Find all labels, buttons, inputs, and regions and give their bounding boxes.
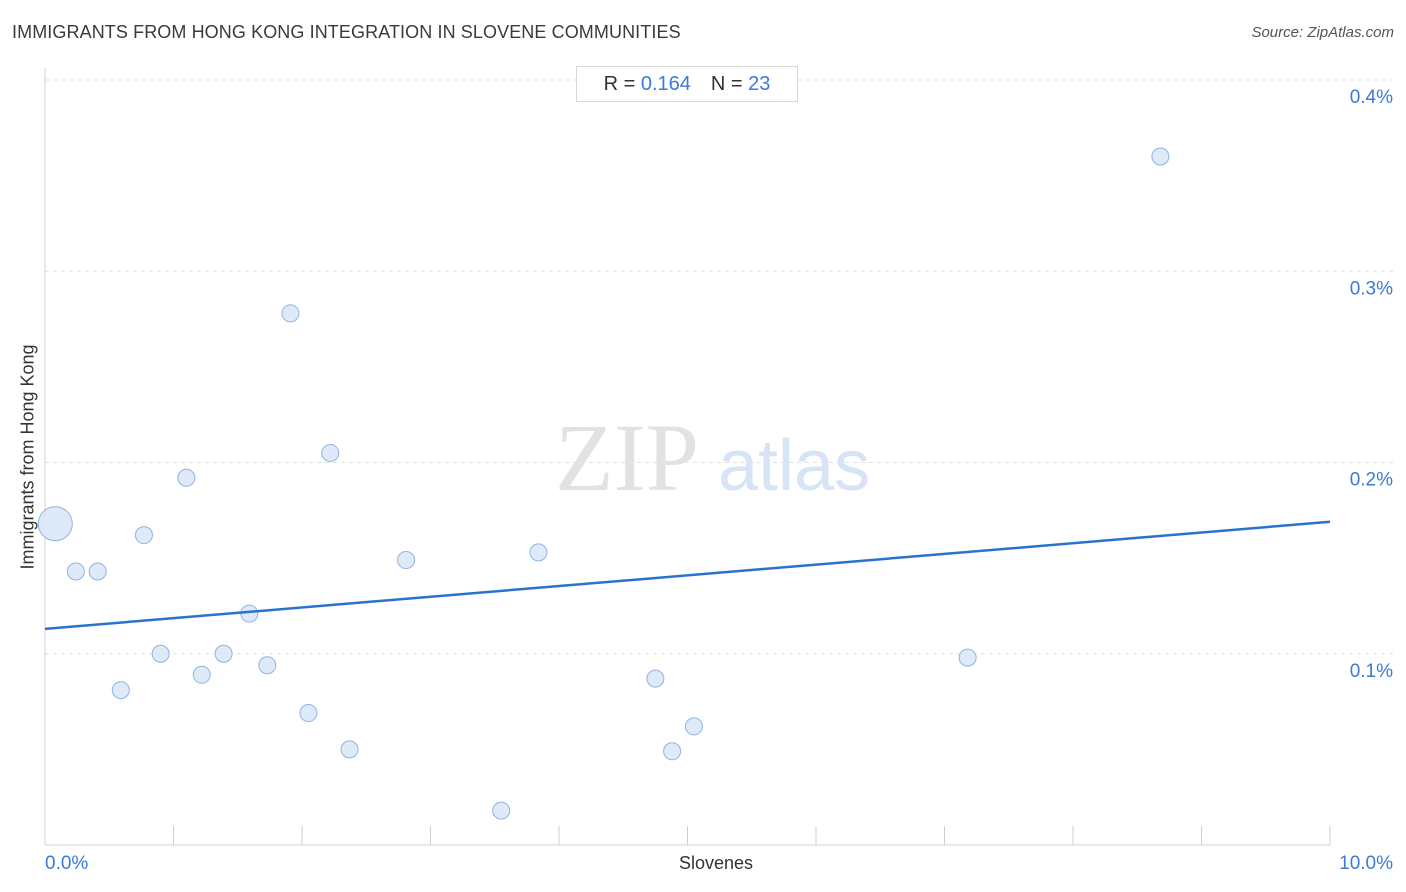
data-point (258, 656, 277, 675)
data-point (958, 648, 977, 667)
y-tick-label: 0.2% (1350, 470, 1393, 491)
y-tick-labels: 0.1% 0.2% 0.3% 0.4% (1350, 87, 1393, 682)
data-point (66, 562, 85, 581)
trend-line (44, 520, 1331, 631)
data-point (134, 526, 153, 545)
data-point (111, 681, 130, 700)
watermark-atlas: atlas (718, 426, 870, 506)
data-point (151, 644, 170, 663)
data-point (321, 443, 340, 462)
watermark-zip: ZIP (555, 404, 699, 511)
x-tick-label-max: 10.0% (1339, 853, 1393, 874)
data-point (529, 543, 548, 562)
grid-lines (45, 79, 1395, 655)
data-point (88, 562, 107, 581)
n-stat: N = 23 (711, 73, 771, 96)
data-points (37, 147, 1170, 820)
data-point (340, 740, 359, 759)
y-tick-label: 0.1% (1350, 661, 1393, 682)
data-point (397, 551, 416, 570)
data-point (492, 801, 511, 820)
n-value: 23 (748, 72, 771, 95)
chart-title: IMMIGRANTS FROM HONG KONG INTEGRATION IN… (12, 22, 681, 42)
data-point (37, 506, 73, 542)
data-point (663, 742, 682, 761)
y-tick-label: 0.4% (1350, 87, 1393, 108)
source-credit: Source: ZipAtlas.com (1251, 24, 1394, 41)
n-label: N = (710, 72, 743, 95)
data-point (646, 669, 665, 688)
x-tick-marks (173, 826, 1331, 845)
data-point (177, 468, 196, 487)
r-value: 0.164 (640, 72, 691, 95)
data-point (281, 304, 300, 323)
data-point (299, 704, 318, 723)
stats-box: R = 0.164 N = 23 (576, 66, 798, 102)
r-stat: R = 0.164 (604, 73, 691, 96)
data-point (192, 665, 211, 684)
x-tick-label-min: 0.0% (45, 853, 88, 874)
y-tick-label: 0.3% (1350, 278, 1393, 299)
data-point (214, 644, 233, 663)
data-point (1151, 147, 1170, 166)
watermark: ZIP atlas (555, 404, 870, 511)
r-label: R = (603, 72, 636, 95)
y-axis-label: Immigrants from Hong Kong (17, 344, 38, 570)
x-axis-label: Slovenes (678, 853, 754, 873)
data-point (684, 717, 703, 736)
